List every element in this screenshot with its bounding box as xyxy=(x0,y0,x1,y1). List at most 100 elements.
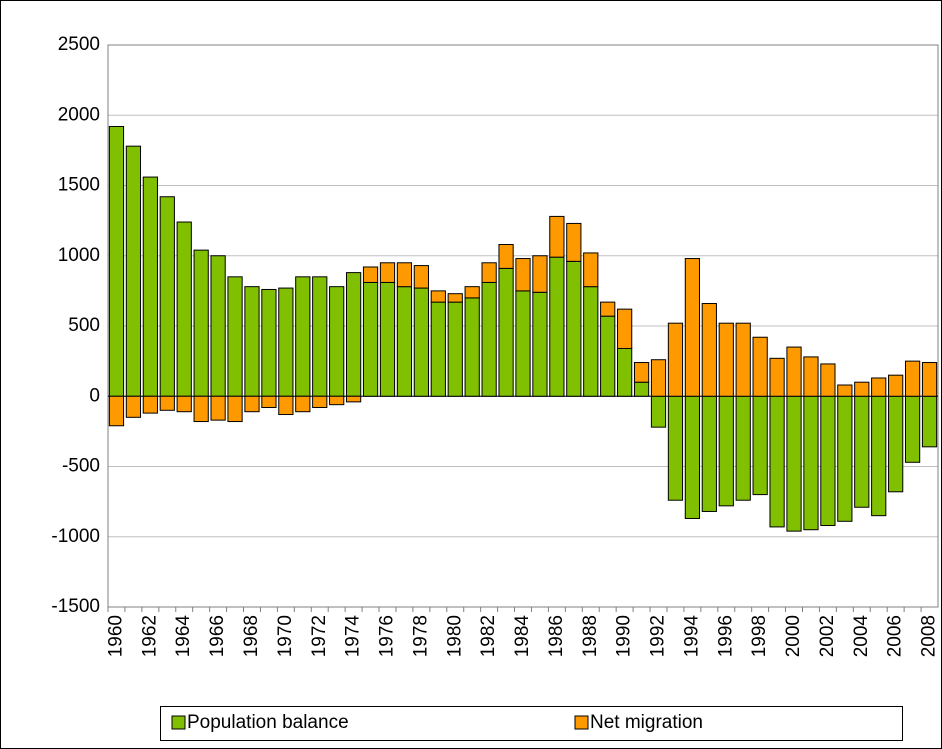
x-tick-label: 1984 xyxy=(512,615,533,658)
bar xyxy=(481,262,497,283)
bar xyxy=(447,301,463,397)
x-tick-label: 1972 xyxy=(309,615,330,657)
bar xyxy=(650,359,667,397)
bar xyxy=(278,395,294,416)
bar xyxy=(752,395,768,496)
x-tick-label: 1986 xyxy=(546,615,567,657)
bar xyxy=(617,308,633,349)
x-tick-label: 1992 xyxy=(648,615,669,657)
bar xyxy=(295,395,311,413)
y-tick-label: 2000 xyxy=(58,104,100,125)
bar xyxy=(261,288,277,397)
bar xyxy=(871,377,887,397)
legend-swatch xyxy=(171,715,186,730)
bar xyxy=(684,395,701,519)
bar xyxy=(854,395,870,508)
y-tick-label: -1500 xyxy=(51,596,100,617)
x-tick-label: 1996 xyxy=(715,615,736,657)
bar xyxy=(786,346,802,397)
bar xyxy=(701,303,717,397)
bar xyxy=(396,262,413,288)
bar xyxy=(837,384,853,397)
x-tick-label: 1988 xyxy=(580,615,601,657)
bar xyxy=(769,395,785,528)
bar xyxy=(650,395,667,428)
x-tick-label: 1964 xyxy=(173,615,194,658)
bar xyxy=(329,395,345,406)
bar xyxy=(379,262,396,283)
bar xyxy=(413,287,429,397)
bar xyxy=(345,272,362,397)
bar xyxy=(532,291,548,397)
bar xyxy=(413,265,429,289)
x-tick-label: 1976 xyxy=(377,615,398,657)
legend-label: Net migration xyxy=(590,712,703,733)
bar xyxy=(447,293,463,303)
bar xyxy=(769,357,785,397)
bar xyxy=(752,336,768,397)
y-tick-label: 500 xyxy=(68,315,100,336)
bar xyxy=(329,286,345,397)
bar xyxy=(379,281,396,397)
bar xyxy=(142,176,158,397)
bar xyxy=(108,125,125,397)
bar xyxy=(617,347,633,397)
bar xyxy=(718,395,734,507)
x-tick-label: 1970 xyxy=(275,615,296,657)
x-tick-label: 1966 xyxy=(207,615,228,657)
bar xyxy=(633,362,650,383)
x-tick-label: 1978 xyxy=(410,615,431,657)
bar xyxy=(312,395,328,408)
bar xyxy=(854,381,870,397)
bar xyxy=(193,395,209,423)
bar xyxy=(600,315,616,397)
bar xyxy=(718,322,734,397)
x-tick-label: 2004 xyxy=(851,615,872,658)
bar xyxy=(210,255,226,397)
bar xyxy=(176,221,192,397)
y-tick-label: 2500 xyxy=(58,34,100,55)
y-tick-label: -500 xyxy=(62,456,100,477)
bar xyxy=(803,395,819,531)
bar xyxy=(684,258,701,397)
x-tick-label: 1998 xyxy=(749,615,770,657)
bar xyxy=(566,222,582,262)
bar xyxy=(362,281,379,397)
bar xyxy=(583,286,599,397)
bar xyxy=(667,395,684,501)
legend-label: Population balance xyxy=(187,712,349,733)
x-tick-label: 2000 xyxy=(783,615,804,657)
bar xyxy=(193,249,209,397)
bar xyxy=(837,395,853,522)
y-tick-label: 0 xyxy=(89,385,100,406)
bar xyxy=(244,286,260,397)
bar xyxy=(786,395,802,532)
x-tick-label: 1960 xyxy=(105,615,126,657)
legend xyxy=(160,706,903,741)
x-tick-label: 1990 xyxy=(614,615,635,657)
bar xyxy=(515,258,531,292)
bar xyxy=(820,363,836,397)
x-tick-label: 1980 xyxy=(444,615,465,657)
bar xyxy=(532,255,548,293)
bar xyxy=(464,286,480,299)
bar xyxy=(583,252,599,288)
bar xyxy=(125,395,142,418)
bar xyxy=(312,276,328,397)
bar xyxy=(142,395,158,414)
bar xyxy=(481,281,497,397)
bar xyxy=(921,395,938,448)
bar xyxy=(921,362,938,397)
x-tick-label: 2002 xyxy=(817,615,838,657)
bar xyxy=(820,395,836,527)
bar xyxy=(904,360,921,397)
plot-frame xyxy=(107,44,939,608)
bar xyxy=(125,145,142,397)
bar xyxy=(244,395,260,413)
bar xyxy=(600,301,616,317)
bar xyxy=(888,395,904,493)
bar xyxy=(566,260,582,397)
x-tick-label: 1994 xyxy=(681,615,702,658)
bar xyxy=(549,215,565,258)
